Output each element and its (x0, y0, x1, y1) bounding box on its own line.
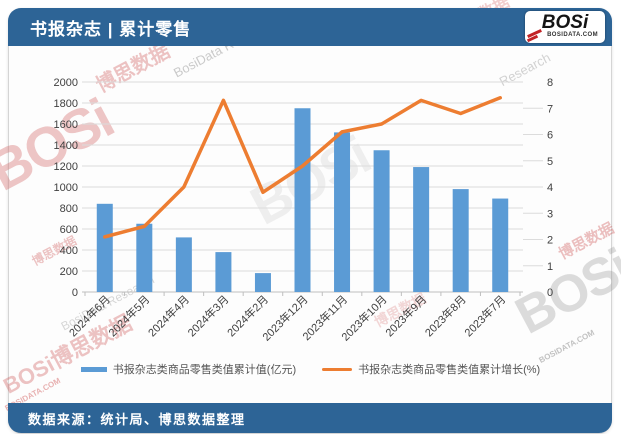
x-axis-label: 2024年6月 (66, 292, 113, 339)
bar (452, 189, 469, 292)
chart-legend: 书报杂志类商品零售类值累计值(亿元) 书报杂志类商品零售类值累计增长(%) (0, 361, 621, 377)
x-axis-label: 2024年4月 (145, 292, 192, 339)
bar (334, 132, 351, 292)
legend-item-bar-series: 书报杂志类商品零售类值累计值(亿元) (80, 361, 297, 377)
left-axis-label: 400 (60, 245, 78, 257)
bosi-logo: BOSi BOSIDATA.COM (525, 11, 605, 43)
left-axis-label: 600 (60, 224, 78, 236)
x-axis-label: 2023年7月 (461, 292, 508, 339)
left-axis-label: 2000 (54, 77, 78, 89)
page-title: 书报杂志 | 累计零售 (30, 19, 192, 39)
right-axis-label: 8 (547, 77, 553, 89)
bar (294, 108, 311, 292)
header-bar: 书报杂志 | 累计零售 BOSi BOSIDATA.COM (8, 8, 612, 46)
left-axis-label: 1000 (54, 182, 78, 194)
bar (136, 223, 153, 292)
x-axis-label: 2023年8月 (422, 292, 469, 339)
legend-label-bar-series: 书报杂志类商品零售类值累计值(亿元) (112, 364, 297, 376)
logo-brand: BOSi (541, 12, 589, 33)
right-axis-label: 2 (547, 235, 553, 247)
right-axis-label: 7 (547, 103, 553, 115)
bar (413, 167, 430, 292)
data-source-note: 数据来源：统计局、博思数据整理 (28, 411, 246, 427)
bar (96, 203, 113, 292)
footer-bar: 数据来源：统计局、博思数据整理 (8, 403, 612, 433)
left-axis-label: 1800 (54, 98, 78, 110)
right-axis-label: 6 (547, 130, 553, 142)
left-axis-label: 1600 (54, 119, 78, 131)
bar (492, 198, 509, 292)
bar (175, 237, 192, 292)
left-axis-label: 1400 (54, 140, 78, 152)
legend-label-line-series: 书报杂志类商品零售类值累计增长(%) (358, 364, 541, 376)
left-axis-label: 800 (60, 203, 78, 215)
bar (215, 252, 232, 292)
bar (373, 150, 390, 292)
right-axis-label: 3 (547, 208, 553, 220)
trend-line (103, 96, 502, 239)
bar-series-swatch-icon (80, 366, 107, 372)
left-axis-label: 0 (72, 287, 78, 299)
x-axis-label: 2023年9月 (382, 292, 429, 339)
left-axis-label: 200 (60, 266, 78, 278)
right-axis-label: 1 (547, 261, 553, 273)
bar (254, 273, 271, 292)
legend-item-line-series: 书报杂志类商品零售类值累计增长(%) (322, 361, 540, 377)
right-axis-label: 5 (547, 156, 553, 168)
left-axis-label: 1200 (54, 161, 78, 173)
right-axis-label: 0 (547, 287, 553, 299)
right-axis-label: 4 (547, 182, 553, 194)
logo-domain: BOSIDATA.COM (547, 32, 598, 38)
x-axis-label: 2024年5月 (105, 292, 152, 339)
line-series-swatch-icon (322, 367, 353, 371)
x-axis-label: 2024年3月 (184, 292, 231, 339)
